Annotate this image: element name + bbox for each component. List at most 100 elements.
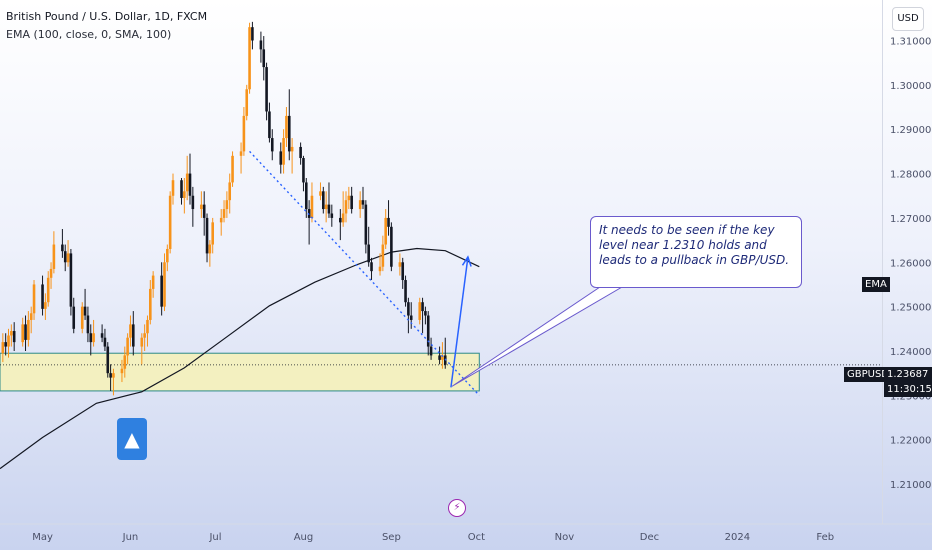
candle-body <box>262 49 266 68</box>
x-tick-label: Feb <box>816 532 834 543</box>
candle-body <box>180 180 183 198</box>
callout-pointer <box>451 286 624 387</box>
candle-body <box>185 173 189 192</box>
candle-body <box>92 333 95 343</box>
flash-icon[interactable]: ⚡ <box>448 499 466 517</box>
candle-body <box>418 302 422 320</box>
candle-body <box>32 284 36 314</box>
candle-body <box>146 319 149 334</box>
candle-body <box>398 262 402 267</box>
y-tick-label: 1.26000 <box>890 258 931 269</box>
candle-body <box>120 368 124 374</box>
candle-body <box>49 268 53 278</box>
y-tick-label: 1.24000 <box>890 347 931 358</box>
candle-body <box>219 217 223 223</box>
candle-body <box>239 151 243 156</box>
candle-body <box>367 244 370 263</box>
candle-body <box>27 319 30 340</box>
candle-body <box>285 115 288 139</box>
y-tick-label: 1.29000 <box>890 125 931 136</box>
candle-body <box>222 209 226 218</box>
candle-body <box>191 195 195 210</box>
candle-body <box>429 346 433 356</box>
candle-body <box>140 337 144 347</box>
candle-body <box>208 244 212 254</box>
countdown-tag: 11:30:15 <box>884 382 932 397</box>
candle-body <box>80 306 84 329</box>
x-tick-label: Aug <box>294 532 314 543</box>
arrow-line <box>450 256 469 388</box>
candle-body <box>344 200 348 214</box>
candle-body <box>61 244 64 252</box>
x-tick-label: 2024 <box>725 532 750 543</box>
candle-body <box>350 195 353 210</box>
y-tick-label: 1.25000 <box>890 303 931 314</box>
candle-body <box>83 306 87 316</box>
candle-body <box>129 324 132 338</box>
candle-body <box>69 253 73 307</box>
candle-body <box>160 275 163 307</box>
candle-body <box>327 204 331 214</box>
candle-body <box>126 337 129 356</box>
candle-body <box>89 333 93 343</box>
candle-body <box>112 373 115 378</box>
indicator-legend[interactable]: EMA (100, close, 0, SMA, 100) <box>6 28 172 41</box>
candle-body <box>205 217 209 254</box>
candle-body <box>168 195 172 249</box>
candle-body <box>390 226 393 267</box>
candle-body <box>404 280 407 303</box>
candle-body <box>248 27 251 90</box>
candle-body <box>319 191 322 196</box>
x-tick-label: Sep <box>382 532 401 543</box>
candle-body <box>307 209 311 218</box>
x-tick-label: Nov <box>555 532 575 543</box>
candle-body <box>322 191 325 210</box>
ema-tag: EMA <box>862 277 890 292</box>
candle-body <box>143 333 146 338</box>
candle-body <box>387 217 390 227</box>
candle-body <box>211 222 215 245</box>
price-axis-separator <box>882 0 883 524</box>
x-tick-label: May <box>32 532 53 543</box>
annotation-callout[interactable]: It needs to be seen if the key level nea… <box>590 216 802 288</box>
candle-body <box>12 331 16 343</box>
candle-body <box>46 277 50 303</box>
support-zone <box>0 352 480 392</box>
candle-body <box>421 302 424 312</box>
candle-body <box>279 151 283 165</box>
candle-body <box>409 315 413 320</box>
candle-body <box>151 275 155 289</box>
candle-body <box>270 138 274 152</box>
candle-body <box>401 262 405 281</box>
candle-body <box>10 331 13 336</box>
x-tick-label: Oct <box>468 532 485 543</box>
candle-body <box>310 195 314 218</box>
candle-body <box>378 266 382 272</box>
x-tick-label: Jul <box>208 532 221 543</box>
candle-body <box>44 302 47 309</box>
candle-body <box>341 213 345 223</box>
candle-body <box>72 306 76 329</box>
candle-body <box>304 182 308 210</box>
y-tick-label: 1.31000 <box>890 36 931 47</box>
candle-body <box>106 346 110 374</box>
currency-button[interactable]: USD <box>892 7 924 31</box>
candle-body <box>370 262 373 272</box>
candle-body <box>438 355 441 360</box>
candle-body <box>123 355 127 369</box>
candle-body <box>339 217 342 223</box>
triangle-up-icon[interactable]: ▲ <box>117 418 147 460</box>
candle-body <box>228 182 232 201</box>
y-tick-label: 1.28000 <box>890 170 931 181</box>
candle-body <box>259 40 263 50</box>
candle-body <box>407 302 410 316</box>
candle-body <box>29 313 33 320</box>
candle-body <box>66 253 70 263</box>
x-tick-label: Dec <box>640 532 659 543</box>
symbol-tag: GBPUSD <box>844 367 893 382</box>
candle-body <box>24 324 27 340</box>
candle-body <box>231 155 234 183</box>
y-tick-label: 1.30000 <box>890 81 931 92</box>
